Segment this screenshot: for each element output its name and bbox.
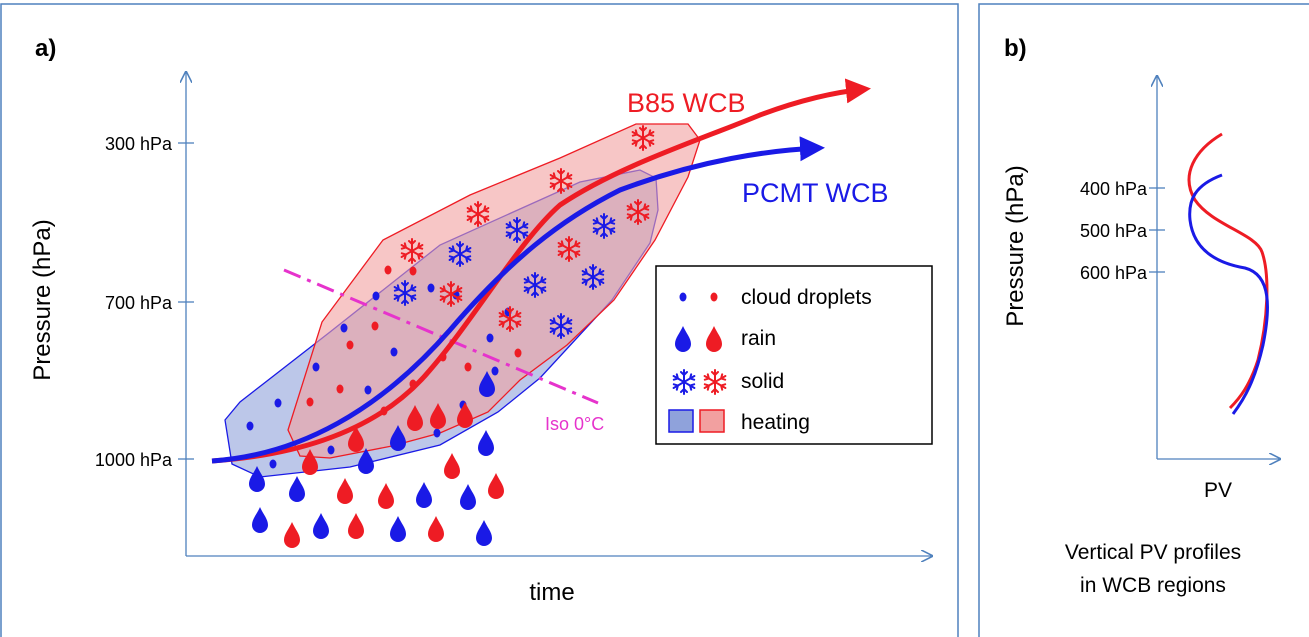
blue-rain-drop xyxy=(390,516,406,542)
tick-label-700: 700 hPa xyxy=(105,293,173,313)
panel-b-label: b) xyxy=(1004,35,1027,62)
panel-b-y-axis-label: Pressure (hPa) xyxy=(1002,165,1029,326)
red-rain-drop xyxy=(348,513,364,539)
pcmt-wcb-label: PCMT WCB xyxy=(742,178,889,208)
red-rain-drop xyxy=(428,516,444,542)
blue-rain-drop xyxy=(478,430,494,456)
blue-rain-drop xyxy=(416,482,432,508)
panel-b: b) 400 hPa 500 hPa 600 hPa Pressure (hPa… xyxy=(1002,35,1280,597)
red-cloud-droplet xyxy=(409,266,417,276)
panel-b-caption-line2: in WCB regions xyxy=(1080,574,1226,597)
blue-rain-drop xyxy=(476,520,492,546)
b85-wcb-label: B85 WCB xyxy=(627,88,746,118)
tick-label-400: 400 hPa xyxy=(1080,179,1148,199)
blue-rain-drop xyxy=(313,513,329,539)
blue-cloud-droplet xyxy=(269,459,277,469)
legend-solid-label: solid xyxy=(741,370,784,393)
panel-a: a) 300 hPa 700 hPa 1000 hPa Pressure (hP… xyxy=(29,35,932,606)
blue-cloud-droplet xyxy=(433,428,441,438)
panel-a-x-axis-label: time xyxy=(529,579,574,606)
red-cloud-droplet xyxy=(371,321,379,331)
red-cloud-droplet xyxy=(514,348,522,358)
blue-cloud-droplet xyxy=(491,366,499,376)
legend-rain-label: rain xyxy=(741,327,776,350)
pcmt-wcb-trajectory xyxy=(211,136,825,464)
tick-label-500: 500 hPa xyxy=(1080,221,1148,241)
b85-wcb-trajectory xyxy=(211,78,871,464)
legend-cloud-label: cloud droplets xyxy=(741,286,872,309)
red-rain-drop xyxy=(284,522,300,548)
blue-cloud-droplet xyxy=(312,362,320,372)
panel-a-y-axis-label: Pressure (hPa) xyxy=(29,219,56,380)
red-particles xyxy=(284,125,655,548)
legend-heating-label: heating xyxy=(741,411,810,434)
blue-cloud-droplet xyxy=(327,445,335,455)
panel-b-caption-line1: Vertical PV profiles xyxy=(1065,541,1241,564)
tick-label-1000: 1000 hPa xyxy=(95,450,173,470)
blue-cloud-droplet xyxy=(246,421,254,431)
red-rain-drop xyxy=(378,483,394,509)
blue-cloud-droplet xyxy=(364,385,372,395)
panel-a-label: a) xyxy=(35,35,56,62)
b85-pv-profile xyxy=(1187,132,1269,410)
blue-cloud-droplet xyxy=(486,333,494,343)
panel-b-frame xyxy=(978,3,1309,637)
blue-cloud-droplet xyxy=(372,291,380,301)
red-rain-drop xyxy=(337,478,353,504)
blue-cloud-droplet xyxy=(340,323,348,333)
pcmt-pv-profile xyxy=(1188,173,1269,415)
red-rain-drop xyxy=(444,453,460,479)
panel-a-frame xyxy=(0,3,959,637)
legend-red-heating-swatch xyxy=(699,409,725,433)
panel-b-x-axis-label: PV xyxy=(1204,479,1232,502)
blue-cloud-droplet xyxy=(274,398,282,408)
legend: cloud droplets rain solid heating xyxy=(655,265,933,445)
blue-rain-drop xyxy=(289,476,305,502)
legend-red-cloud-droplet xyxy=(710,292,718,302)
legend-blue-cloud-droplet xyxy=(679,292,687,302)
red-rain-drop xyxy=(488,473,504,499)
red-cloud-droplet xyxy=(384,265,392,275)
tick-label-300: 300 hPa xyxy=(105,134,173,154)
red-cloud-droplet xyxy=(336,384,344,394)
blue-rain-drop xyxy=(460,484,476,510)
red-cloud-droplet xyxy=(346,340,354,350)
tick-label-600: 600 hPa xyxy=(1080,263,1148,283)
blue-rain-drop xyxy=(252,507,268,533)
blue-cloud-droplet xyxy=(390,347,398,357)
iso-0c-label: Iso 0°C xyxy=(545,414,604,434)
red-cloud-droplet xyxy=(306,397,314,407)
red-cloud-droplet xyxy=(464,362,472,372)
blue-cloud-droplet xyxy=(427,283,435,293)
legend-blue-heating-swatch xyxy=(668,409,694,433)
